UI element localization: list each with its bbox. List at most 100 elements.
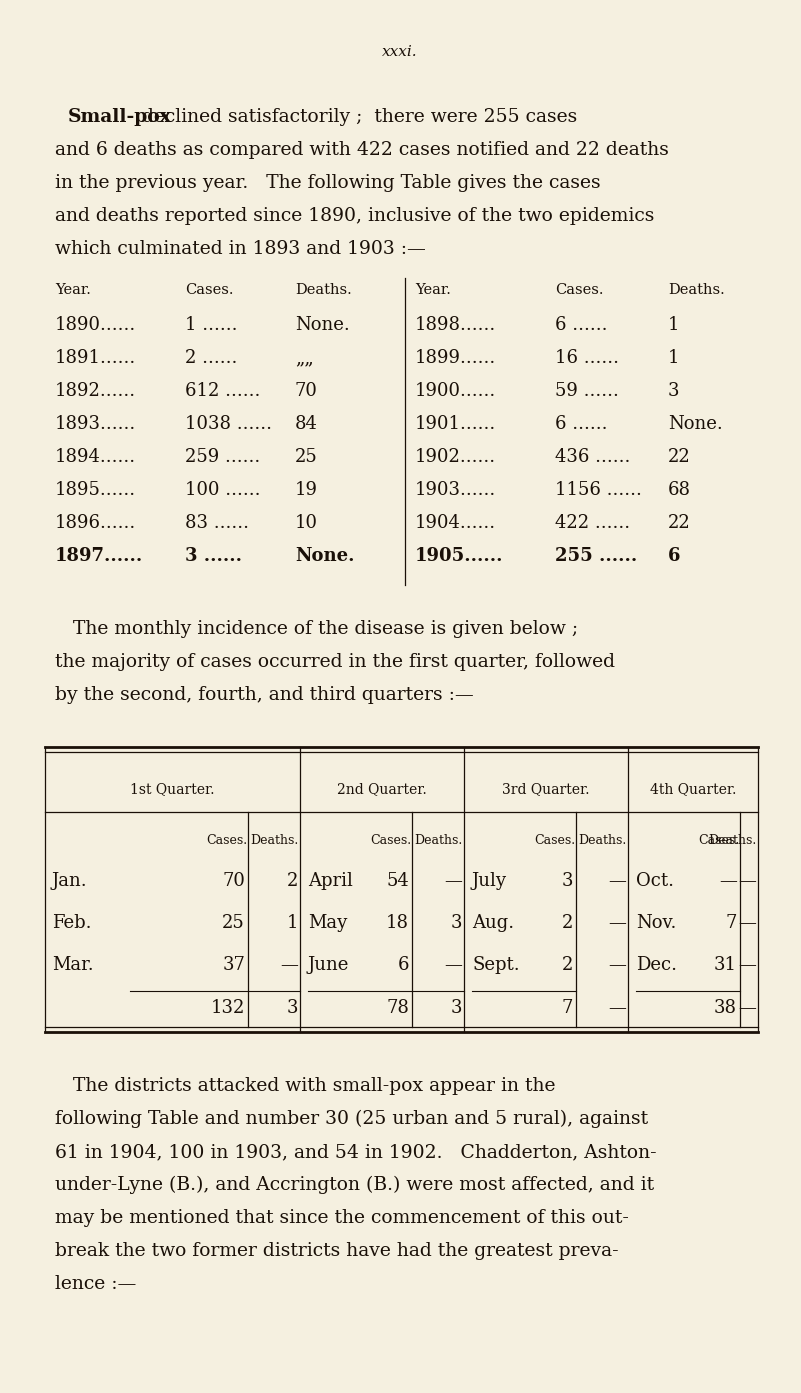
Text: 1903......: 1903...... <box>415 481 497 499</box>
Text: under-Lyne (B.), and Accrington (B.) were most affected, and it: under-Lyne (B.), and Accrington (B.) wer… <box>55 1176 654 1194</box>
Text: —: — <box>444 872 462 890</box>
Text: —: — <box>608 914 626 932</box>
Text: Cases.: Cases. <box>370 834 411 847</box>
Text: Cases.: Cases. <box>555 283 603 297</box>
Text: 422 ......: 422 ...... <box>555 514 630 532</box>
Text: 3 ......: 3 ...... <box>185 547 242 566</box>
Text: xxxi.: xxxi. <box>382 45 418 59</box>
Text: 22: 22 <box>668 449 690 467</box>
Text: The districts attacked with small-pox appear in the: The districts attacked with small-pox ap… <box>55 1077 556 1095</box>
Text: 1897......: 1897...... <box>55 547 143 566</box>
Text: 1891......: 1891...... <box>55 350 136 366</box>
Text: „„: „„ <box>295 350 314 366</box>
Text: Cases.: Cases. <box>185 283 234 297</box>
Text: 10: 10 <box>295 514 318 532</box>
Text: Deaths.: Deaths. <box>579 834 627 847</box>
Text: following Table and number 30 (25 urban and 5 rural), against: following Table and number 30 (25 urban … <box>55 1110 648 1128</box>
Text: Deaths.: Deaths. <box>668 283 725 297</box>
Text: 6 ......: 6 ...... <box>555 415 607 433</box>
Text: —: — <box>608 872 626 890</box>
Text: break the two former districts have had the greatest preva-: break the two former districts have had … <box>55 1243 618 1261</box>
Text: 25: 25 <box>222 914 245 932</box>
Text: —: — <box>739 999 756 1017</box>
Text: Jan.: Jan. <box>52 872 87 890</box>
Text: 100 ......: 100 ...... <box>185 481 260 499</box>
Text: 83 ......: 83 ...... <box>185 514 249 532</box>
Text: 78: 78 <box>386 999 409 1017</box>
Text: 2: 2 <box>287 872 298 890</box>
Text: 1156 ......: 1156 ...... <box>555 481 642 499</box>
Text: 1st Quarter.: 1st Quarter. <box>131 781 215 795</box>
Text: 3: 3 <box>668 382 679 400</box>
Text: lence :—: lence :— <box>55 1275 136 1293</box>
Text: 1: 1 <box>668 350 679 366</box>
Text: —: — <box>608 956 626 974</box>
Text: May: May <box>308 914 348 932</box>
Text: declined satisfactorily ;  there were 255 cases: declined satisfactorily ; there were 255… <box>136 109 578 125</box>
Text: 1: 1 <box>287 914 298 932</box>
Text: 1896......: 1896...... <box>55 514 136 532</box>
Text: —: — <box>739 914 756 932</box>
Text: 1905......: 1905...... <box>415 547 504 566</box>
Text: 70: 70 <box>222 872 245 890</box>
Text: 612 ......: 612 ...... <box>185 382 260 400</box>
Text: None.: None. <box>295 547 355 566</box>
Text: 7: 7 <box>562 999 573 1017</box>
Text: 3: 3 <box>450 999 462 1017</box>
Text: 1893......: 1893...... <box>55 415 136 433</box>
Text: and 6 deaths as compared with 422 cases notified and 22 deaths: and 6 deaths as compared with 422 cases … <box>55 141 669 159</box>
Text: Sept.: Sept. <box>472 956 520 974</box>
Text: 3: 3 <box>287 999 298 1017</box>
Text: Deaths.: Deaths. <box>709 834 757 847</box>
Text: in the previous year.   The following Table gives the cases: in the previous year. The following Tabl… <box>55 174 601 192</box>
Text: 1904......: 1904...... <box>415 514 496 532</box>
Text: —: — <box>608 999 626 1017</box>
Text: —: — <box>444 956 462 974</box>
Text: Oct.: Oct. <box>636 872 674 890</box>
Text: None.: None. <box>668 415 723 433</box>
Text: 6: 6 <box>397 956 409 974</box>
Text: and deaths reported since 1890, inclusive of the two epidemics: and deaths reported since 1890, inclusiv… <box>55 208 654 226</box>
Text: 2 ......: 2 ...... <box>185 350 237 366</box>
Text: Year.: Year. <box>415 283 451 297</box>
Text: 436 ......: 436 ...... <box>555 449 630 467</box>
Text: 4th Quarter.: 4th Quarter. <box>650 781 736 795</box>
Text: 259 ......: 259 ...... <box>185 449 260 467</box>
Text: 3: 3 <box>562 872 573 890</box>
Text: Cases.: Cases. <box>698 834 739 847</box>
Text: by the second, fourth, and third quarters :—: by the second, fourth, and third quarter… <box>55 685 473 703</box>
Text: 1895......: 1895...... <box>55 481 136 499</box>
Text: 1899......: 1899...... <box>415 350 497 366</box>
Text: 84: 84 <box>295 415 318 433</box>
Text: 1: 1 <box>668 316 679 334</box>
Text: 61 in 1904, 100 in 1903, and 54 in 1902.   Chadderton, Ashton-: 61 in 1904, 100 in 1903, and 54 in 1902.… <box>55 1144 657 1160</box>
Text: 1890......: 1890...... <box>55 316 136 334</box>
Text: Deaths.: Deaths. <box>415 834 463 847</box>
Text: 25: 25 <box>295 449 318 467</box>
Text: None.: None. <box>295 316 350 334</box>
Text: Small-pox: Small-pox <box>68 109 172 125</box>
Text: 3rd Quarter.: 3rd Quarter. <box>502 781 590 795</box>
Text: Aug.: Aug. <box>472 914 514 932</box>
Text: Cases.: Cases. <box>534 834 575 847</box>
Text: 38: 38 <box>714 999 737 1017</box>
Text: Dec.: Dec. <box>636 956 677 974</box>
Text: 1901......: 1901...... <box>415 415 497 433</box>
Text: 31: 31 <box>714 956 737 974</box>
Text: 18: 18 <box>386 914 409 932</box>
Text: 54: 54 <box>386 872 409 890</box>
Text: 1898......: 1898...... <box>415 316 497 334</box>
Text: 1038 ......: 1038 ...... <box>185 415 272 433</box>
Text: 6 ......: 6 ...... <box>555 316 607 334</box>
Text: 1894......: 1894...... <box>55 449 136 467</box>
Text: 2nd Quarter.: 2nd Quarter. <box>337 781 427 795</box>
Text: —: — <box>739 872 756 890</box>
Text: 7: 7 <box>726 914 737 932</box>
Text: July: July <box>472 872 507 890</box>
Text: 19: 19 <box>295 481 318 499</box>
Text: Mar.: Mar. <box>52 956 94 974</box>
Text: 1900......: 1900...... <box>415 382 497 400</box>
Text: the majority of cases occurred in the first quarter, followed: the majority of cases occurred in the fi… <box>55 653 615 671</box>
Text: —: — <box>739 956 756 974</box>
Text: Year.: Year. <box>55 283 91 297</box>
